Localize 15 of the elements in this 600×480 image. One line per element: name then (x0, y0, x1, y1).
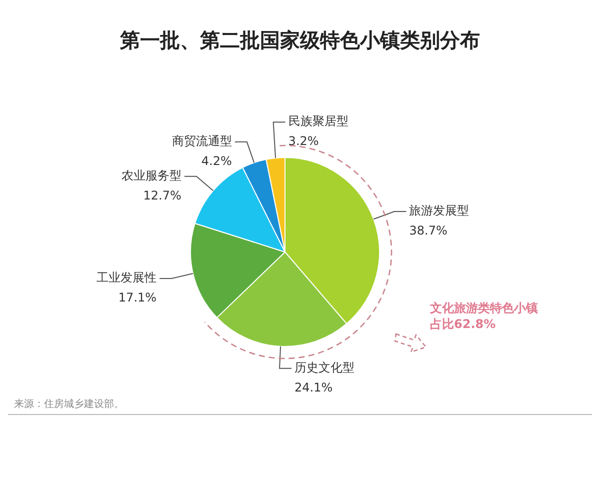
slice-label: 历史文化型 (294, 360, 355, 374)
data-label: 24.1% (294, 380, 333, 394)
data-label: 12.7% (143, 188, 182, 202)
slice-label: 民族聚居型 (288, 114, 348, 128)
slice-label: 农业服务型 (121, 168, 182, 182)
slice-label: 商贸流通型 (172, 134, 232, 148)
data-label: 38.7% (409, 224, 448, 238)
slice-label: 旅游发展型 (409, 204, 470, 218)
chart-title: 第一批、第二批国家级特色小镇类别分布 (119, 27, 481, 54)
text: 文化旅游类特色小镇占比62.8% (430, 300, 539, 332)
data-label: 3.2% (288, 134, 319, 148)
data-label: 4.2% (201, 154, 232, 168)
slice-label: 工业发展性 (96, 270, 157, 285)
source-note: 来源：住房城乡建设部。 (8, 397, 592, 415)
data-label: 17.1% (118, 290, 157, 305)
